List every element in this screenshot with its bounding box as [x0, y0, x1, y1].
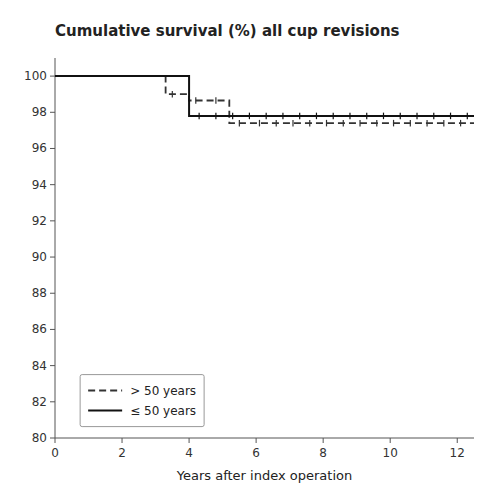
censor-mark	[259, 120, 260, 127]
x-tick-label: 4	[185, 446, 193, 460]
y-tick-label: 100	[24, 69, 47, 83]
x-tick-label: 12	[450, 446, 465, 460]
y-tick	[50, 293, 55, 294]
survival-line	[55, 76, 474, 123]
censor-mark	[450, 113, 451, 120]
censor-mark	[400, 113, 401, 120]
y-tick-label: 84	[32, 359, 47, 373]
y-tick-label: 96	[32, 141, 47, 155]
x-tick-label: 0	[51, 446, 59, 460]
censor-mark	[333, 113, 334, 120]
censor-mark	[249, 113, 250, 120]
censor-mark	[215, 113, 216, 120]
y-tick-label: 80	[32, 431, 47, 445]
y-tick-label: 88	[32, 286, 47, 300]
censor-mark	[433, 113, 434, 120]
y-tick-label: 92	[32, 214, 47, 228]
x-tick-label: 6	[252, 446, 260, 460]
y-tick	[50, 112, 55, 113]
x-axis-line	[55, 438, 474, 439]
censor-mark	[349, 113, 350, 120]
censor-mark	[309, 120, 310, 127]
x-tick	[457, 438, 458, 443]
censor-mark	[410, 120, 411, 127]
censor-mark	[326, 120, 327, 127]
chart: Cumulative survival (%) all cup revision…	[0, 0, 492, 500]
censor-mark	[282, 113, 283, 120]
y-tick-label: 94	[32, 178, 47, 192]
censor-mark	[316, 113, 317, 120]
legend-box	[80, 375, 204, 427]
censor-mark	[426, 120, 427, 127]
legend-swatch	[88, 390, 122, 392]
censor-mark	[416, 113, 417, 120]
censor-mark	[199, 113, 200, 120]
survival-line	[55, 76, 474, 116]
censor-mark	[292, 120, 293, 127]
title: Cumulative survival (%) all cup revision…	[55, 22, 400, 40]
censor-mark	[343, 120, 344, 127]
censor-mark	[359, 120, 360, 127]
censor-mark	[172, 91, 173, 98]
x-tick	[390, 438, 391, 443]
y-tick	[50, 329, 55, 330]
y-tick	[50, 438, 55, 439]
censor-mark	[232, 113, 233, 120]
y-tick	[50, 76, 55, 77]
censor-mark	[366, 113, 367, 120]
censor-mark	[299, 113, 300, 120]
legend-swatch	[88, 410, 122, 412]
y-tick	[50, 365, 55, 366]
y-tick	[50, 148, 55, 149]
y-tick-label: 90	[32, 250, 47, 264]
legend-label: ≤ 50 years	[130, 404, 196, 418]
y-tick	[50, 401, 55, 402]
x-tick	[122, 438, 123, 443]
legend: > 50 years ≤ 50 years	[80, 375, 204, 427]
y-tick	[50, 257, 55, 258]
plot-area	[55, 76, 474, 126]
censor-mark	[376, 120, 377, 127]
censor-mark	[266, 113, 267, 120]
censor-mark	[239, 120, 240, 127]
x-tick	[323, 438, 324, 443]
x-tick-label: 8	[319, 446, 327, 460]
censor-mark	[443, 120, 444, 127]
censor-mark	[467, 113, 468, 120]
x-tick-label: 2	[118, 446, 126, 460]
y-axis-line	[55, 58, 56, 438]
censor-mark	[215, 97, 216, 104]
y-tick-label: 86	[32, 322, 47, 336]
censor-mark	[460, 120, 461, 127]
censor-mark	[276, 120, 277, 127]
x-tick	[189, 438, 190, 443]
censor-mark	[195, 97, 196, 104]
y-tick-label: 98	[32, 105, 47, 119]
x-tick	[55, 438, 56, 443]
y-tick-label: 82	[32, 395, 47, 409]
censor-mark	[393, 120, 394, 127]
x-tick	[256, 438, 257, 443]
axes: 0 2 4 6 8 10 12 80 82 84 86 88 90 92 94 96 98 100	[24, 58, 474, 460]
x-tick-label: 10	[383, 446, 398, 460]
x-axis-label: Years after index operation	[176, 468, 352, 483]
legend-label: > 50 years	[130, 384, 196, 398]
censor-mark	[383, 113, 384, 120]
y-tick	[50, 184, 55, 185]
y-tick	[50, 220, 55, 221]
